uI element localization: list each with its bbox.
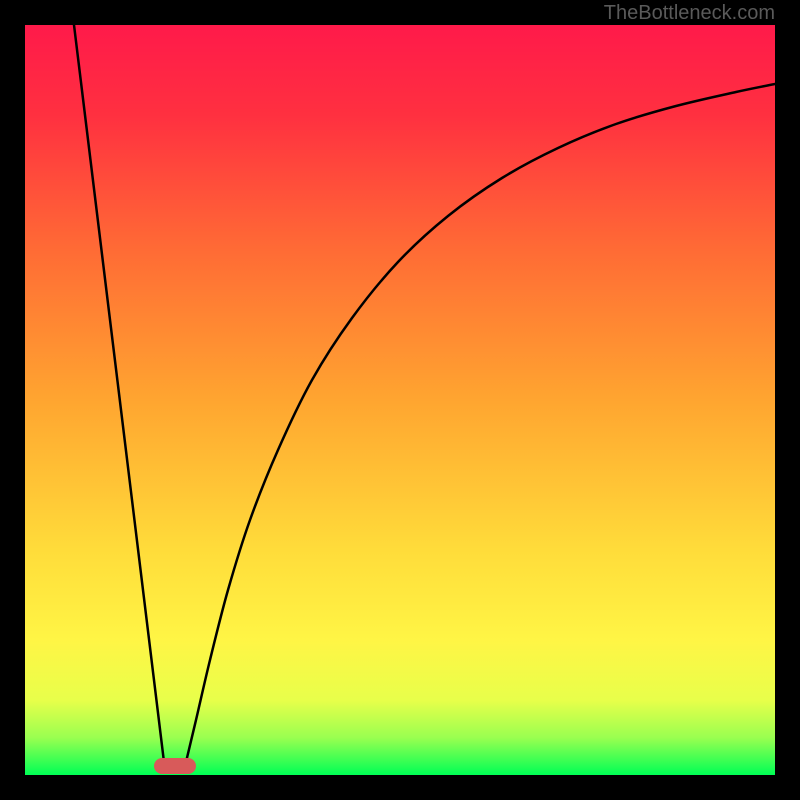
plot-area — [25, 25, 775, 775]
optimal-marker — [154, 758, 196, 774]
bottleneck-chart: TheBottleneck.com — [0, 0, 800, 800]
watermark-text: TheBottleneck.com — [604, 2, 775, 25]
